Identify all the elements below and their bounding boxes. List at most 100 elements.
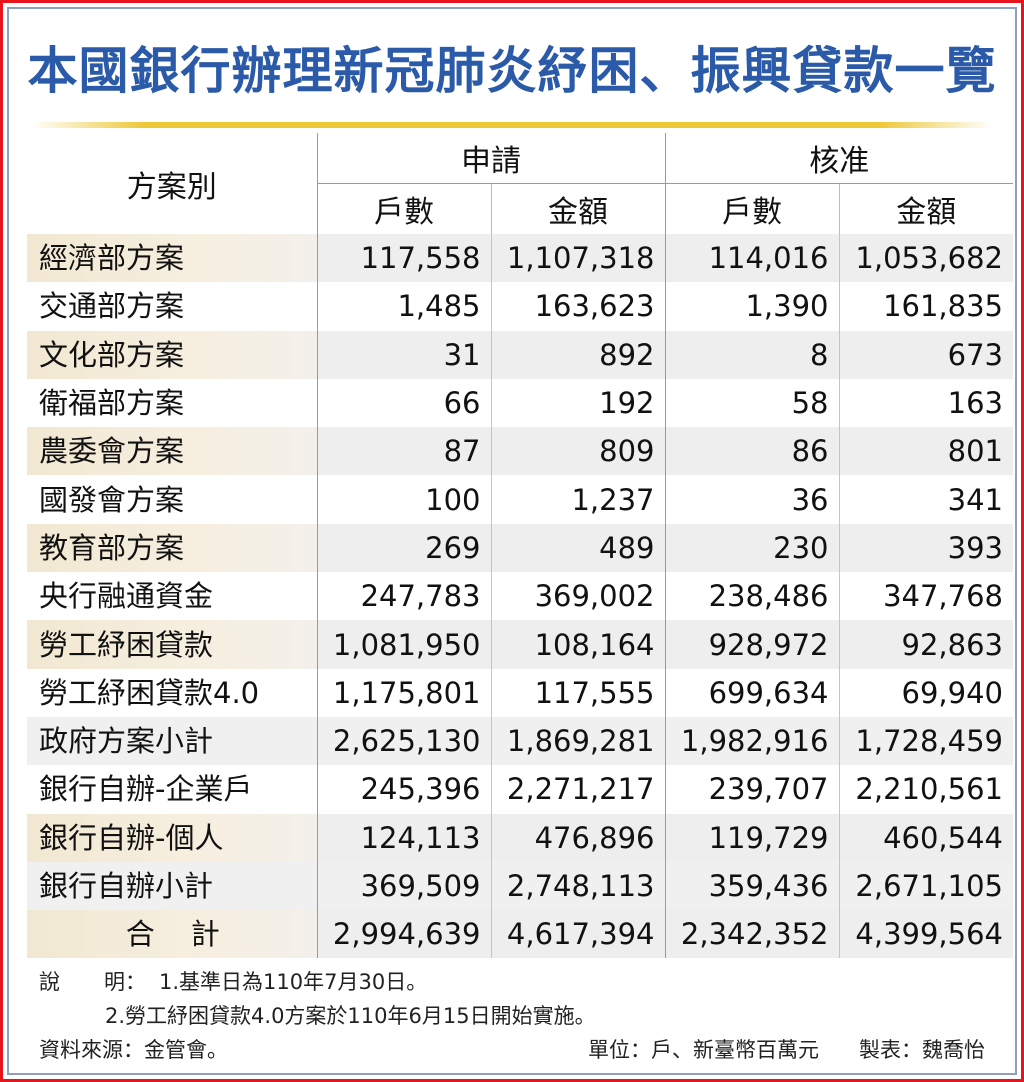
apply-count: 31 xyxy=(316,330,491,379)
group-header-approved: 核准 xyxy=(664,133,1013,184)
approved-count: 1,982,916 xyxy=(664,716,839,766)
row-label: 文化部方案 xyxy=(27,330,317,379)
approved-count: 239,707 xyxy=(664,765,839,814)
apply-count: 369,509 xyxy=(316,861,491,911)
apply-count: 1,485 xyxy=(316,282,491,331)
approved-amount: 1,728,459 xyxy=(838,716,1013,766)
row-label: 教育部方案 xyxy=(27,523,317,573)
approved-amount: 347,768 xyxy=(838,572,1013,621)
apply-count: 2,994,639 xyxy=(316,910,491,959)
table-row: 央行融通資金 247,783 369,002 238,486 347,768 xyxy=(27,572,1013,621)
apply-count: 124,113 xyxy=(316,813,491,862)
loan-table: 方案別 申請 核准 戶數 金額 戶數 金額 經濟部方案 117,558 1,10… xyxy=(27,133,1013,959)
apply-amount: 2,748,113 xyxy=(490,861,665,911)
apply-amount: 163,623 xyxy=(490,282,665,331)
row-label: 央行融通資金 xyxy=(39,579,214,614)
row-label-total: 合計 xyxy=(27,910,317,959)
apply-amount: 1,869,281 xyxy=(490,716,665,766)
approved-count: 928,972 xyxy=(664,620,839,669)
apply-count: 66 xyxy=(316,378,491,428)
row-label: 經濟部方案 xyxy=(27,234,317,283)
table-row-subtotal: 銀行自辦小計 369,509 2,748,113 359,436 2,671,1… xyxy=(27,861,1013,911)
apply-count: 1,175,801 xyxy=(316,668,491,717)
apply-amount: 4,617,394 xyxy=(490,910,665,959)
note-1: 1.基準日為110年7月30日。 xyxy=(159,970,428,994)
apply-amount: 1,237 xyxy=(490,475,665,524)
row-label: 銀行自辦小計 xyxy=(27,861,317,911)
approved-amount: 393 xyxy=(838,523,1013,573)
apply-amount: 108,164 xyxy=(490,620,665,669)
apply-count: 245,396 xyxy=(316,765,491,814)
approved-count: 8 xyxy=(664,330,839,379)
approved-count: 238,486 xyxy=(664,572,839,621)
subheader-apply-amount: 金額 xyxy=(490,183,665,234)
apply-amount: 192 xyxy=(490,378,665,428)
author-label: 製表：魏喬怡 xyxy=(859,1038,985,1062)
figure-title: 本國銀行辦理新冠肺炎紓困、振興貸款一覽 xyxy=(27,42,997,100)
apply-amount: 489 xyxy=(490,523,665,573)
table-row: 勞工紓困貸款 1,081,950 108,164 928,972 92,863 xyxy=(27,620,1013,669)
approved-count: 699,634 xyxy=(664,668,839,717)
table-row: 衛福部方案 66 192 58 163 xyxy=(27,378,1013,428)
row-label: 勞工紓困貸款 xyxy=(27,620,317,669)
table-row: 銀行自辦-個人 124,113 476,896 119,729 460,544 xyxy=(27,813,1013,862)
apply-count: 100 xyxy=(316,475,491,524)
apply-count: 87 xyxy=(316,427,491,476)
group-header-apply: 申請 xyxy=(316,133,665,184)
approved-count: 359,436 xyxy=(664,861,839,911)
table-row: 國發會方案 100 1,237 36 341 xyxy=(27,475,1013,524)
row-header: 方案別 xyxy=(126,169,217,205)
approved-amount: 341 xyxy=(838,475,1013,524)
row-label: 銀行自辦-個人 xyxy=(27,813,317,862)
apply-count: 269 xyxy=(316,523,491,573)
approved-amount: 1,053,682 xyxy=(838,234,1013,283)
approved-count: 119,729 xyxy=(664,813,839,862)
title-underline xyxy=(31,122,993,128)
note-lead: 說明： xyxy=(39,970,146,994)
approved-amount: 2,671,105 xyxy=(838,861,1013,911)
table-row: 勞工紓困貸款4.0 1,175,801 117,555 699,634 69,9… xyxy=(27,668,1013,717)
approved-amount: 163 xyxy=(838,378,1013,428)
row-label: 農委會方案 xyxy=(27,427,317,476)
row-label: 勞工紓困貸款4.0 xyxy=(39,675,260,710)
figure-inner-frame: 本國銀行辦理新冠肺炎紓困、振興貸款一覽 方案別 申請 核准 戶數 金額 戶數 金… xyxy=(7,7,1017,1075)
apply-amount: 369,002 xyxy=(490,572,665,621)
apply-amount: 117,555 xyxy=(490,668,665,717)
approved-count: 1,390 xyxy=(664,282,839,331)
table-row: 教育部方案 269 489 230 393 xyxy=(27,523,1013,573)
row-label: 政府方案小計 xyxy=(27,716,317,766)
approved-amount: 673 xyxy=(838,330,1013,379)
subheader-approved-amount: 金額 xyxy=(838,183,1013,234)
row-label: 衛福部方案 xyxy=(39,386,185,421)
approved-count: 114,016 xyxy=(664,234,839,283)
approved-count: 86 xyxy=(664,427,839,476)
table-row-subtotal: 政府方案小計 2,625,130 1,869,281 1,982,916 1,7… xyxy=(27,716,1013,766)
row-label: 國發會方案 xyxy=(39,482,185,517)
row-label: 交通部方案 xyxy=(39,289,185,324)
table-row-total: 合計 2,994,639 4,617,394 2,342,352 4,399,5… xyxy=(27,910,1013,959)
table-row: 農委會方案 87 809 86 801 xyxy=(27,427,1013,476)
row-label: 銀行自辦-企業戶 xyxy=(39,772,253,807)
approved-count: 230 xyxy=(664,523,839,573)
apply-count: 117,558 xyxy=(316,234,491,283)
data-source: 資料來源：金管會。 xyxy=(39,1038,228,1062)
approved-amount: 69,940 xyxy=(838,668,1013,717)
credits: 單位：戶、新臺幣百萬元 製表：魏喬怡 xyxy=(588,1033,985,1067)
apply-count: 2,625,130 xyxy=(316,716,491,766)
subheader-approved-count: 戶數 xyxy=(664,183,839,234)
note-line-2: 2.勞工紓困貸款4.0方案於110年6月15日開始實施。 xyxy=(39,999,985,1033)
approved-count: 58 xyxy=(664,378,839,428)
apply-amount: 2,271,217 xyxy=(490,765,665,814)
approved-amount: 801 xyxy=(838,427,1013,476)
note-2: 2.勞工紓困貸款4.0方案於110年6月15日開始實施。 xyxy=(105,1004,596,1028)
table-row: 交通部方案 1,485 163,623 1,390 161,835 xyxy=(27,282,1013,331)
apply-amount: 809 xyxy=(490,427,665,476)
apply-count: 247,783 xyxy=(316,572,491,621)
source-line: 資料來源：金管會。 單位：戶、新臺幣百萬元 製表：魏喬怡 xyxy=(39,1033,985,1067)
approved-count: 2,342,352 xyxy=(664,910,839,959)
note-line-1: 說明： 1.基準日為110年7月30日。 xyxy=(39,965,985,999)
subheader-apply-count: 戶數 xyxy=(316,183,491,234)
table-row: 經濟部方案 117,558 1,107,318 114,016 1,053,68… xyxy=(27,234,1013,283)
apply-count: 1,081,950 xyxy=(316,620,491,669)
